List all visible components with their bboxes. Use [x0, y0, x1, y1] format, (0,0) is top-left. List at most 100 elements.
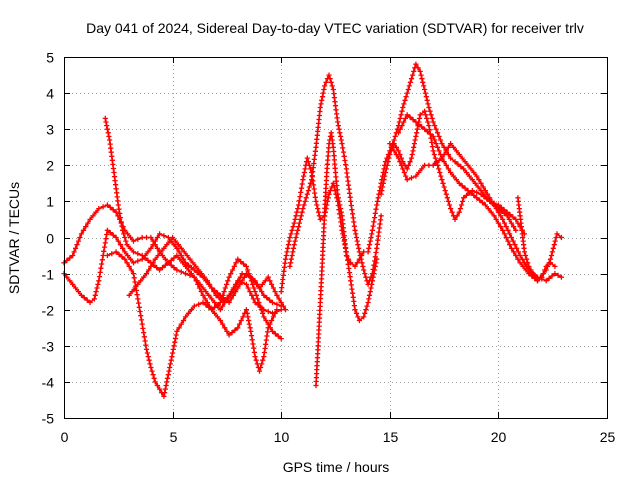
data-point: [267, 278, 273, 284]
data-point: [237, 274, 243, 280]
data-point: [356, 256, 362, 262]
data-point: [462, 185, 468, 191]
data-point: [221, 289, 227, 295]
data-point: [363, 307, 369, 313]
data-point: [511, 249, 517, 255]
data-point: [326, 191, 332, 197]
data-point: [539, 274, 545, 280]
data-point: [343, 252, 349, 259]
data-point: [243, 272, 249, 278]
data-point: [120, 227, 126, 233]
data-point: [361, 249, 367, 255]
data-point: [362, 271, 368, 277]
data-point: [318, 101, 324, 107]
data-point: [366, 296, 372, 302]
data-point: [167, 364, 173, 371]
data-point: [113, 234, 119, 241]
data-point: [92, 292, 98, 298]
data-point: [399, 108, 405, 114]
data-point: [422, 86, 428, 93]
data-point: [90, 213, 96, 219]
y-tick-label: 2: [46, 158, 54, 174]
data-point: [507, 212, 513, 218]
data-point: [260, 310, 266, 316]
data-point: [354, 260, 360, 266]
data-point: [427, 108, 433, 114]
data-point: [251, 278, 257, 284]
data-point: [471, 169, 477, 176]
data-point: [150, 260, 156, 266]
data-point: [327, 188, 333, 194]
data-point: [335, 191, 341, 197]
data-point: [401, 101, 407, 107]
data-point: [395, 148, 402, 154]
data-point: [148, 364, 154, 371]
data-point: [180, 317, 187, 324]
data-point: [482, 202, 488, 208]
data-point: [262, 278, 268, 284]
data-point: [332, 169, 339, 176]
series-track-4: [104, 249, 280, 399]
data-point: [395, 155, 402, 161]
data-point: [364, 303, 370, 309]
data-point: [238, 317, 244, 324]
data-point: [174, 267, 180, 273]
data-point: [402, 115, 408, 121]
data-point: [312, 194, 318, 200]
data-point: [501, 207, 507, 213]
data-point: [435, 130, 441, 136]
data-point: [408, 76, 415, 82]
data-point: [95, 281, 101, 287]
data-point: [151, 375, 157, 381]
data-point: [155, 252, 161, 259]
data-point: [549, 249, 555, 255]
data-point: [263, 317, 269, 324]
data-point: [110, 207, 116, 213]
data-point: [460, 198, 466, 204]
data-point: [70, 252, 76, 259]
data-point: [453, 177, 459, 183]
data-point: [232, 327, 238, 333]
data-point: [267, 297, 273, 303]
data-point: [417, 112, 423, 118]
data-point: [452, 159, 458, 165]
data-point: [551, 242, 557, 248]
data-point: [484, 196, 490, 202]
data-point: [501, 220, 508, 226]
data-point: [517, 260, 523, 266]
x-tick-label: 0: [61, 429, 69, 445]
data-point: [456, 180, 462, 186]
data-point: [140, 325, 146, 331]
data-point: [185, 310, 192, 316]
data-point: [511, 224, 517, 230]
data-point: [150, 242, 156, 248]
data-point: [547, 260, 554, 266]
data-point: [135, 296, 141, 302]
data-point: [100, 204, 106, 210]
data-point: [98, 265, 104, 271]
data-point: [67, 278, 73, 284]
data-point: [314, 202, 320, 208]
data-point: [554, 231, 560, 237]
data-point: [131, 275, 137, 281]
data-point: [495, 220, 501, 226]
data-point: [185, 262, 192, 268]
data-point: [298, 213, 304, 219]
data-point: [285, 245, 291, 251]
data-point: [380, 184, 386, 190]
data-point: [290, 245, 297, 251]
data-point: [132, 279, 138, 285]
data-point: [238, 259, 244, 265]
data-point: [316, 209, 322, 215]
data-point: [438, 173, 444, 179]
data-point: [515, 256, 521, 262]
data-point: [416, 115, 423, 121]
data-point: [174, 252, 180, 259]
data-point: [367, 289, 373, 295]
data-point: [498, 213, 504, 219]
data-point: [424, 115, 430, 121]
data-point: [371, 219, 377, 225]
data-point: [430, 133, 436, 139]
data-point: [383, 166, 389, 172]
data-point: [276, 296, 282, 302]
